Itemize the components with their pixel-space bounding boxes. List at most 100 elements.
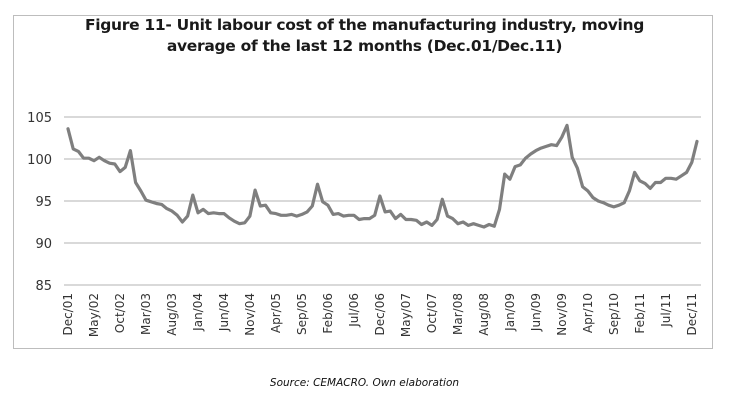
data-point [535,149,537,151]
x-tick-label: May/02 [87,293,101,337]
chart-title-line-2: average of the last 12 months (Dec.01/De… [166,37,563,55]
data-point [493,225,495,227]
x-tick-label: May/07 [399,293,413,337]
x-tick-label: Mar/08 [451,293,465,335]
data-point [93,160,95,162]
data-point [561,136,563,138]
data-point [446,215,448,217]
data-point [259,205,261,207]
data-point [192,194,194,196]
data-point [223,212,225,214]
data-point [197,212,199,214]
data-point [119,170,121,172]
y-tick-label: 90 [35,237,52,252]
data-point [264,204,266,206]
data-point [171,210,173,212]
data-point [337,212,339,214]
data-point [665,177,667,179]
data-point [452,217,454,219]
data-point [420,223,422,225]
x-tick-label: Jan/04 [191,293,205,332]
data-point [467,224,469,226]
data-point [633,171,635,173]
chart-frame [13,15,713,349]
x-tick-label: Dec/01 [61,293,75,336]
data-point [550,144,552,146]
y-tick-label: 100 [27,153,52,168]
data-point [545,145,547,147]
source-note: Source: CEMACRO. Own elaboration [269,377,460,389]
data-point [530,153,532,155]
data-point [644,182,646,184]
x-tick-label: Jul/06 [347,293,361,328]
chart-title: Figure 11- Unit labour cost of the manuf… [0,15,729,57]
data-point [478,224,480,226]
data-point [607,204,609,206]
data-point [67,128,69,130]
data-point [254,189,256,191]
data-point [431,224,433,226]
x-axis-tick-labels: Dec/01 May/02 Oct/02 Mar/03 Aug/03 Jan/04 Jun/… [61,293,699,337]
data-point [88,157,90,159]
data-point [696,140,698,142]
y-tick-label: 95 [35,195,52,210]
data-point [394,217,396,219]
data-point [186,215,188,217]
data-point [384,211,386,213]
data-point [124,166,126,168]
data-point [597,200,599,202]
x-tick-label: Nov/04 [243,293,257,336]
data-point [405,218,407,220]
data-point [327,204,329,206]
data-point [244,222,246,224]
data-point [426,221,428,223]
data-point [202,208,204,210]
x-tick-label: Oct/02 [113,293,127,333]
data-point [410,218,412,220]
data-point [400,213,402,215]
data-point [134,181,136,183]
data-point [316,183,318,185]
data-point [150,201,152,203]
data-point [613,206,615,208]
data-point [566,124,568,126]
series-group [66,123,699,229]
data-point [639,180,641,182]
data-point [592,196,594,198]
data-point [623,202,625,204]
data-point [160,203,162,205]
data-point [587,190,589,192]
x-tick-label: Oct/07 [425,293,439,333]
data-point [389,210,391,212]
data-point [270,212,272,214]
data-point [238,223,240,225]
data-point [524,157,526,159]
data-point [415,219,417,221]
data-point [103,160,105,162]
data-point [649,187,651,189]
data-point [581,186,583,188]
data-point [322,201,324,203]
data-point [140,190,142,192]
y-tick-label: 105 [27,111,52,126]
data-point [519,164,521,166]
data-point [82,157,84,159]
x-tick-label: Aug/03 [165,293,179,336]
data-point [181,221,183,223]
data-point [691,161,693,163]
data-point [504,173,506,175]
data-point [618,204,620,206]
data-point [72,148,74,150]
data-point [290,213,292,215]
series-line-unit-labour-cost [66,123,699,229]
data-point [108,162,110,164]
data-point [348,214,350,216]
data-point [498,208,500,210]
data-point [275,212,277,214]
x-tick-label: Feb/06 [321,293,335,334]
x-tick-label: Sep/05 [295,293,309,335]
data-point [685,171,687,173]
data-point [441,198,443,200]
data-point [176,214,178,216]
